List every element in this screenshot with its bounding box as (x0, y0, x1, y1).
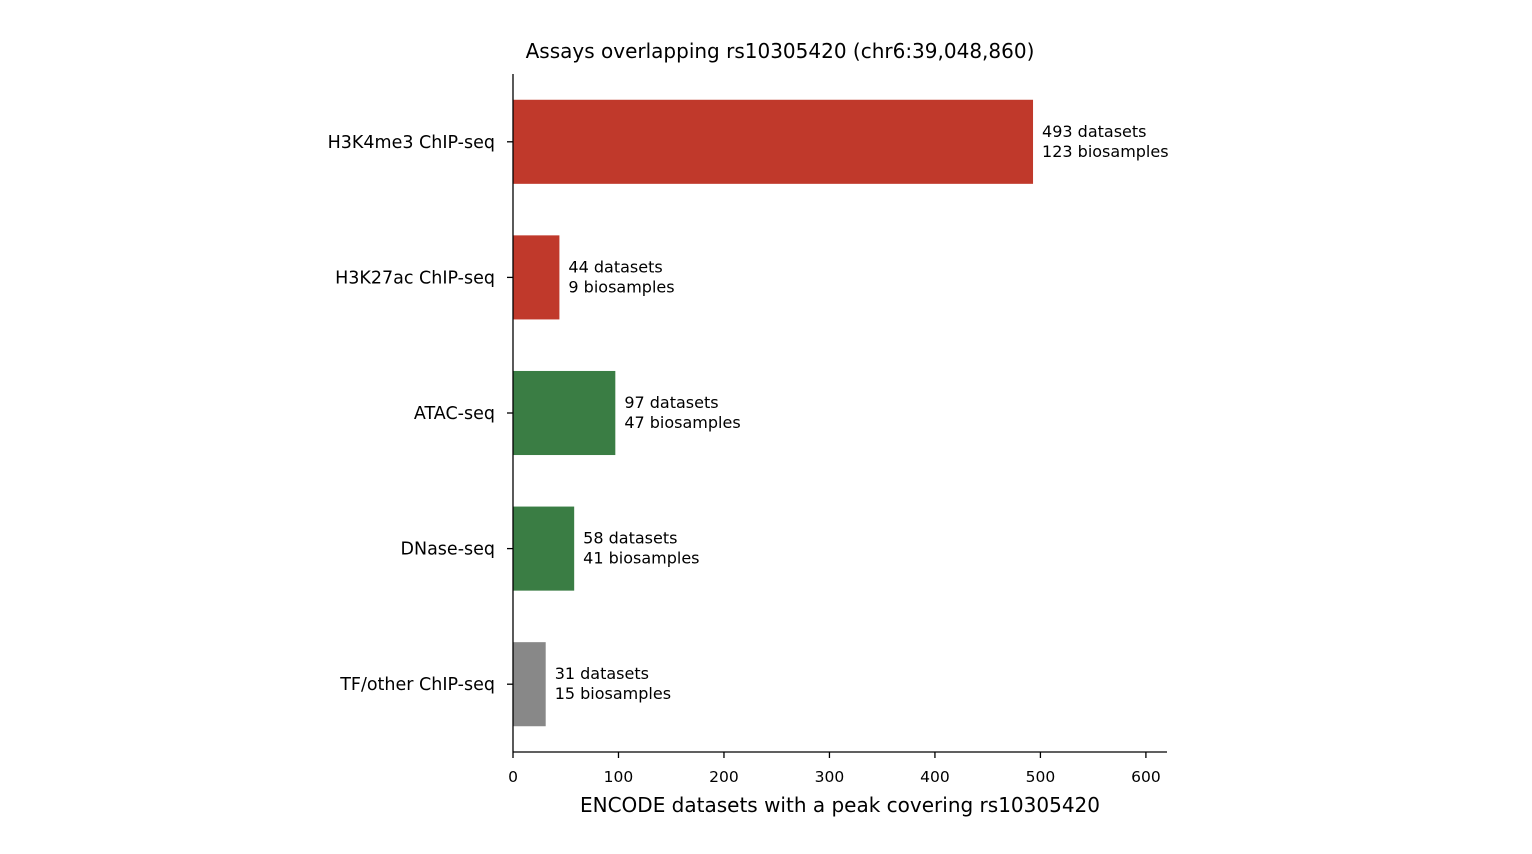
x-tick-label: 400 (920, 768, 950, 786)
x-tick-label: 300 (815, 768, 845, 786)
y-tick-label: TF/other ChIP-seq (339, 675, 495, 695)
data-label-datasets: 97 datasets (624, 393, 718, 412)
data-label-biosamples: 15 biosamples (555, 684, 671, 703)
data-label-datasets: 44 datasets (568, 257, 662, 276)
bar (513, 99, 1034, 184)
bar (513, 235, 560, 320)
y-tick-label: H3K4me3 ChIP-seq (328, 133, 495, 153)
data-label-datasets: 58 datasets (583, 529, 677, 548)
bar (513, 506, 575, 591)
bars-layer (513, 99, 1034, 727)
y-tick-label: H3K27ac ChIP-seq (335, 268, 495, 288)
chart-title: Assays overlapping rs10305420 (chr6:39,0… (526, 39, 1035, 63)
x-tick-label: 500 (1026, 768, 1056, 786)
axes-layer: 0 100 200 300 400 500 600 (507, 74, 1167, 786)
data-label-datasets: 31 datasets (555, 664, 649, 683)
data-label-biosamples: 41 biosamples (583, 549, 699, 568)
bar (513, 370, 616, 456)
y-tick-label: ATAC-seq (414, 404, 495, 424)
x-tick-label: 100 (604, 768, 634, 786)
data-label-biosamples: 47 biosamples (624, 413, 740, 432)
bar (513, 642, 546, 727)
data-label-datasets: 493 datasets (1042, 122, 1146, 141)
x-tick-label: 600 (1131, 768, 1161, 786)
y-tick-label: DNase-seq (401, 540, 495, 560)
data-label-biosamples: 9 biosamples (568, 277, 674, 296)
x-tick-label: 0 (508, 768, 518, 786)
data-label-biosamples: 123 biosamples (1042, 142, 1169, 161)
x-tick-label: 200 (709, 768, 739, 786)
x-axis-label: ENCODE datasets with a peak covering rs1… (580, 793, 1100, 817)
